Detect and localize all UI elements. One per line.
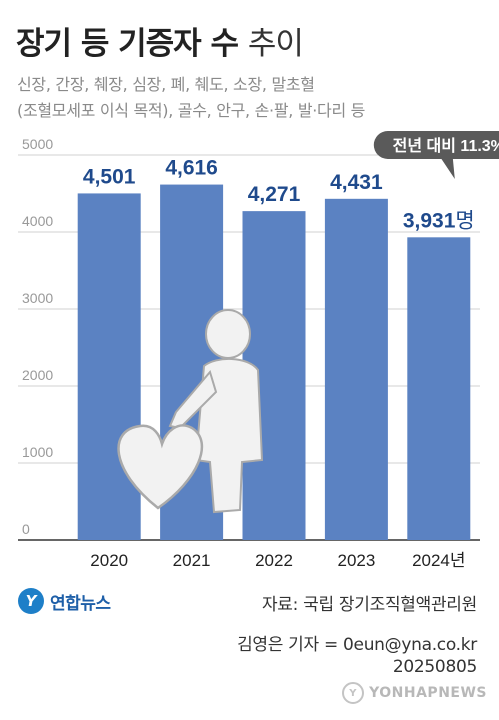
heart-shape [117,424,204,510]
data-label: 4,501 [83,165,136,188]
callout-pointer [440,158,455,179]
data-label: 4,431 [330,171,383,194]
data-label: 3,931명 [403,209,475,232]
bar [77,193,141,540]
yonhap-logo-text: 연합뉴스 [50,593,111,614]
y-tick-label: 0 [22,521,30,537]
reporter-credit: 김영은 기자 = 0eun@yna.co.kr [237,635,477,655]
watermark-text: YONHAPNEWS [369,685,487,701]
chart-title: 장기 등 기증자 수 추이 [16,18,304,63]
x-tick-label: 2020 [90,551,128,570]
x-tick-label: 2024년 [412,551,465,570]
credit-date: 20250805 [392,657,477,677]
y-tick-label: 5000 [22,136,53,152]
y-tick-label: 4000 [22,213,53,229]
subtitle-line-1: 신장, 간장, 췌장, 심장, 폐, 췌도, 소장, 말초혈 [17,75,315,94]
callout-box [373,131,499,159]
data-label-unit: 명 [455,209,474,232]
title-bold: 장기 등 기증자 수 [16,26,239,62]
x-tick-label: 2021 [173,551,211,570]
y-tick-label: 3000 [22,290,53,306]
yonhap-logo-icon: Y [18,588,44,614]
credit: 김영은 기자 = 0eun@yna.co.kr 20250805 [237,634,477,678]
yonhapnews-watermark: Y YONHAPNEWS [342,682,487,704]
y-tick-label: 2000 [22,367,53,383]
data-label: 4,616 [165,157,218,180]
subtitle-line-2: (조혈모세포 이식 목적), 골수, 안구, 손·팔, 발·다리 등 [17,101,366,120]
person-body [194,357,264,514]
bar [324,198,388,541]
watermark-icon: Y [342,682,365,704]
bar [407,237,471,541]
x-tick-label: 2023 [337,551,375,570]
data-label: 4,271 [248,183,301,206]
title-normal: 추이 [247,26,304,62]
source-text: 자료: 국립 장기조직혈액관리원 [261,595,477,615]
y-tick-label: 1000 [22,444,53,460]
person-holding-heart-icon [117,309,264,514]
callout-text: 전년 대비 11.3%↓ [393,136,499,155]
person-head [205,309,251,359]
subtitle: 신장, 간장, 췌장, 심장, 폐, 췌도, 소장, 말초혈 (조혈모세포 이식… [17,72,487,124]
yonhap-logo: Y 연합뉴스 [18,588,111,614]
x-tick-label: 2022 [255,551,293,570]
